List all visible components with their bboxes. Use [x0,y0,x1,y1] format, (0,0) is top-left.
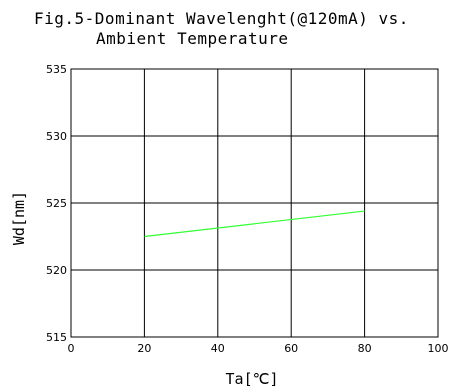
plot-frame [70,68,439,338]
y-tick-label: 530 [46,130,67,143]
series-layer [144,210,365,238]
grid [70,68,439,338]
x-tick-label: 40 [211,342,225,355]
y-tick-label: 535 [46,63,67,76]
chart-title-line-2: Ambient Temperature [96,29,289,48]
y-tick-label: 525 [46,197,67,210]
y-tick-label: 515 [46,331,67,344]
x-tick-label: 80 [358,342,372,355]
x-tick-label: 100 [428,342,449,355]
x-tick-label: 20 [137,342,151,355]
tick-labels: 0 20 40 60 80 100 515 520 525 530 535 [46,63,449,355]
x-axis-label: Ta[℃] [226,370,279,388]
y-tick-label: 520 [46,264,67,277]
y-axis-label: Wd[nm] [10,191,28,245]
chart-title-line-1: Fig.5-Dominant Wavelenght(@120mA) vs. [34,9,409,28]
x-tick-label: 0 [68,342,75,355]
x-tick-label: 60 [284,342,298,355]
series-line-0 [144,210,365,238]
